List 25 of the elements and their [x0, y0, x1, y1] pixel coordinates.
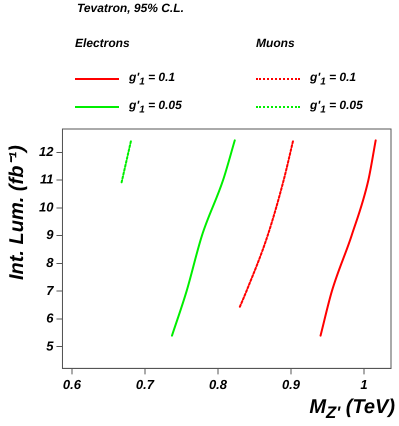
y-axis-title: Int. Lum. (fb⁻¹): [5, 145, 29, 280]
line-series: [320, 139, 377, 337]
x-tick-label: 0.6: [62, 376, 82, 392]
y-tick-label: 6: [46, 310, 54, 326]
legend-label: g'$_{1}$ = 0.1: [310, 70, 356, 88]
y-tick-label: 9: [46, 227, 54, 242]
x-axis-title: M$_{Z'}$ (TeV): [309, 396, 395, 423]
y-tick-label: 10: [38, 199, 54, 214]
chart-title: Tevatron, 95% C.L.: [77, 1, 184, 15]
y-tick-label: 5: [46, 338, 54, 354]
y-tick-label: 11: [40, 172, 54, 187]
text: Muons: [256, 36, 295, 50]
x-tick-label: 0.9: [282, 376, 301, 392]
text: Electrons: [75, 36, 130, 50]
line-series: [238, 139, 294, 308]
line-series: [170, 139, 236, 337]
y-tick-label: 8: [46, 255, 54, 270]
y-tick-label: 12: [38, 144, 54, 159]
y-tick-label: 7: [46, 282, 54, 298]
legend-label: g'$_{1}$ = 0.1: [129, 70, 176, 88]
legend-label: g'$_{1}$ = 0.05: [310, 98, 363, 116]
x-tick-label: 0.8: [208, 376, 228, 392]
legend-label: g'$_{1}$ = 0.05: [129, 98, 182, 116]
x-tick-label: 0.7: [136, 376, 155, 392]
x-tick-label: 1: [360, 376, 368, 392]
